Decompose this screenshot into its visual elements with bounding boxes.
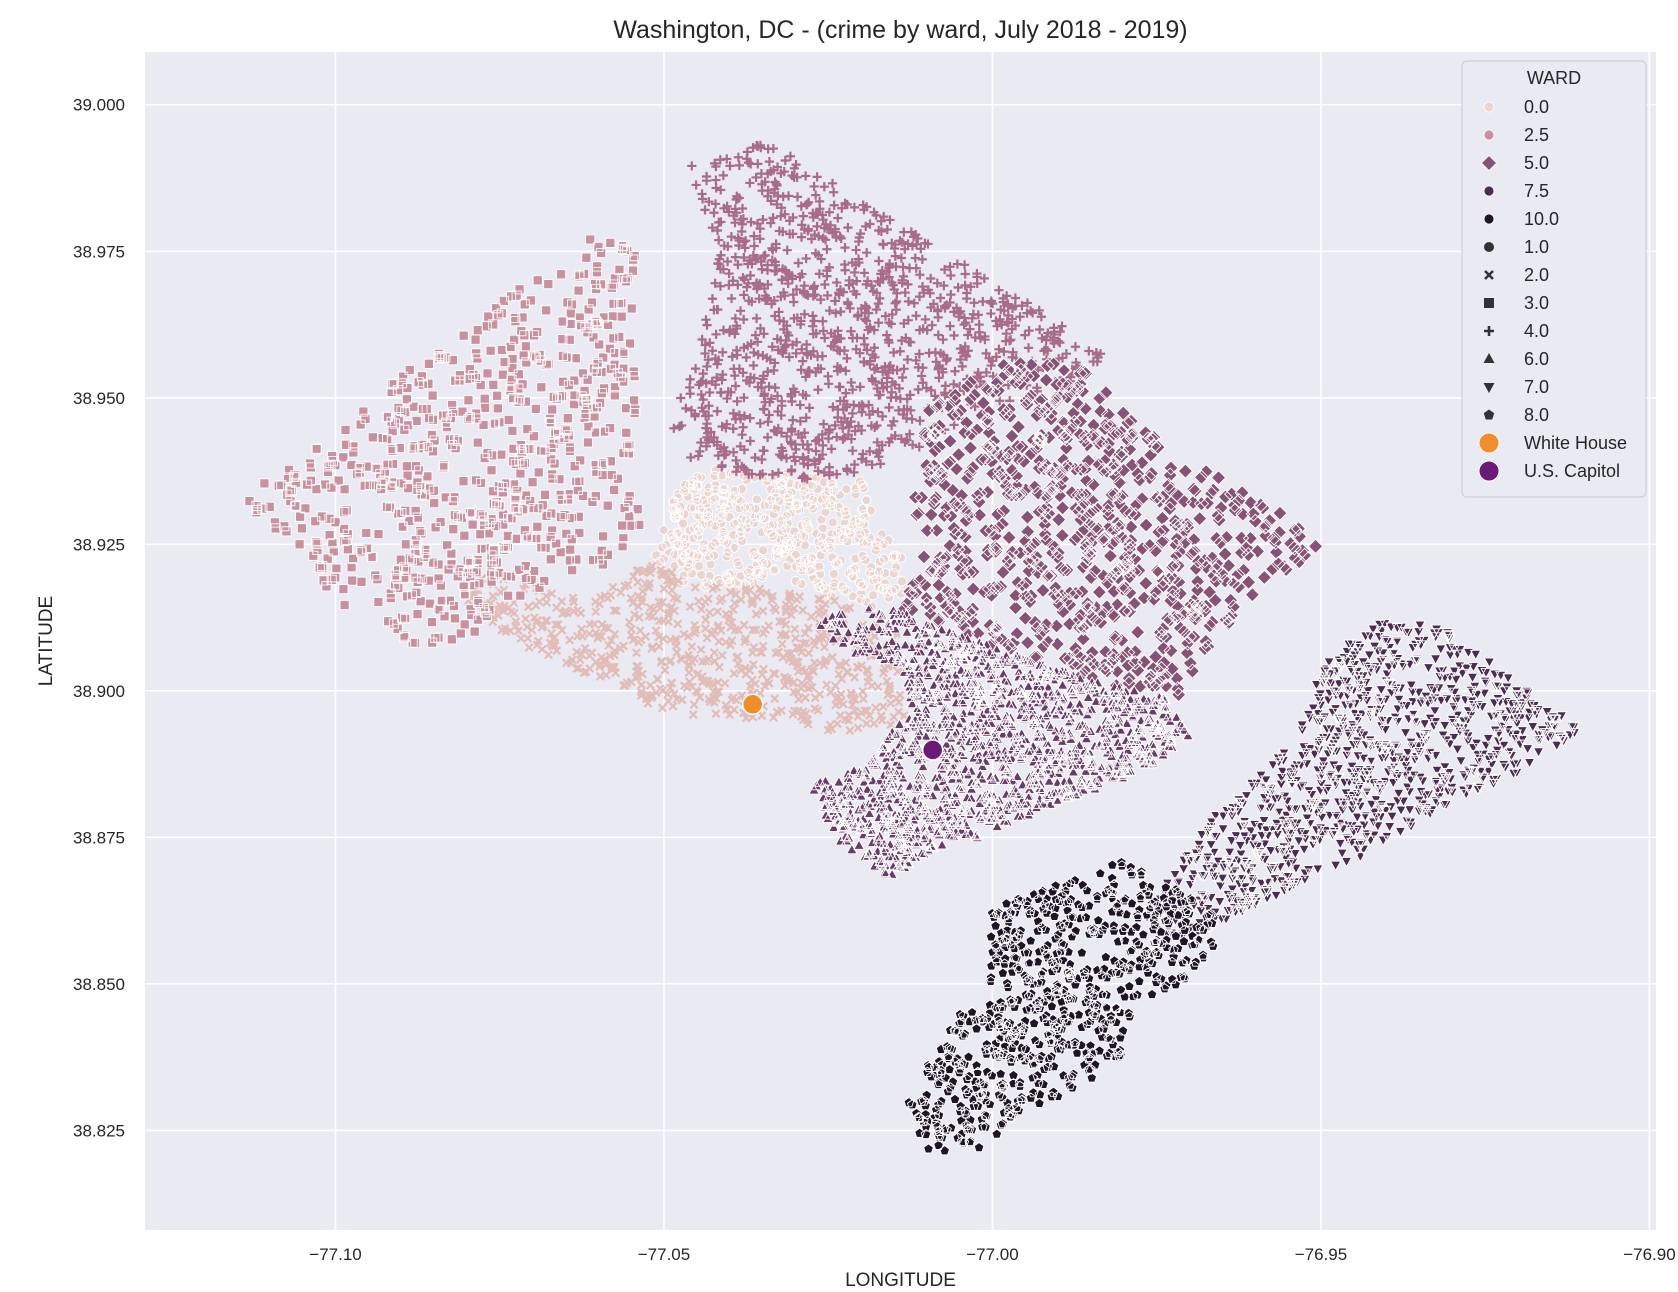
ward-3-markers [244, 234, 645, 648]
data-points [244, 140, 1581, 1156]
legend-label: U.S. Capitol [1524, 461, 1620, 481]
white-house-point [741, 693, 764, 716]
legend-label: White House [1524, 433, 1627, 453]
ward-7-markers [1141, 619, 1581, 942]
ward-4-markers [669, 140, 1106, 484]
y-axis-label: LATITUDE [36, 596, 57, 686]
legend-landmark-swatch [1478, 432, 1500, 454]
legend-hue-swatch [1483, 213, 1495, 225]
tick-labels: −77.10 −77.05 −77.00 −76.95 −76.90 38.825 38.8… [73, 96, 1676, 1264]
ward-6-markers [808, 601, 1194, 879]
x-tick-label: −77.00 [966, 1245, 1018, 1264]
legend-label: 4.0 [1524, 321, 1549, 341]
chart-title: Washington, DC - (crime by ward, July 20… [613, 16, 1187, 44]
legend-hue-swatch [1480, 154, 1498, 172]
legend-label: 10.0 [1524, 209, 1559, 229]
ward-3-points [244, 234, 645, 648]
ward-5-markers [896, 356, 1324, 703]
legend-hue-swatch [1483, 101, 1495, 113]
legend-landmark-swatch [1478, 460, 1500, 482]
y-tick-label: 39.000 [73, 96, 125, 115]
y-tick-label: 38.850 [73, 975, 125, 994]
x-tick-label: −76.90 [1623, 1245, 1675, 1264]
y-tick-label: 38.825 [73, 1121, 125, 1140]
legend-label: 6.0 [1524, 349, 1549, 369]
legend-triangle-up-icon [1483, 353, 1495, 363]
y-tick-label: 38.975 [73, 242, 125, 261]
ward-1-points [651, 465, 907, 612]
legend-x-icon [1484, 270, 1494, 280]
legend-circle-icon [1484, 242, 1494, 252]
legend-label: 2.5 [1524, 125, 1549, 145]
x-tick-label: −76.95 [1295, 1245, 1347, 1264]
legend-label: 7.0 [1524, 377, 1549, 397]
y-tick-label: 38.925 [73, 535, 125, 554]
x-axis-label: LONGITUDE [845, 1270, 956, 1291]
y-tick-label: 38.950 [73, 389, 125, 408]
y-tick-label: 38.900 [73, 682, 125, 701]
x-tick-label: −77.10 [309, 1245, 361, 1264]
legend-box [1461, 60, 1647, 498]
legend-pentagon-icon [1483, 409, 1495, 420]
ward-8-points [903, 856, 1219, 1156]
x-tick-label: −77.05 [638, 1245, 690, 1264]
legend-label: 5.0 [1524, 153, 1549, 173]
legend-square-icon [1484, 298, 1494, 308]
ward-7-points [1141, 619, 1581, 942]
legend-plus-icon [1484, 326, 1494, 336]
ward-1-markers [651, 465, 907, 612]
legend-label: 1.0 [1524, 237, 1549, 257]
legend-label: 3.0 [1524, 293, 1549, 313]
legend-label: 8.0 [1524, 405, 1549, 425]
u-s-capitol-point [921, 739, 944, 761]
ward-6-points [808, 601, 1194, 879]
grid-lines [145, 52, 1656, 1230]
ward-5-points [896, 356, 1324, 703]
legend-triangle-down-icon [1483, 383, 1495, 393]
legend: WARD 0.0 2.5 5.0 7.5 10.0 1.0 2.0 3.0 4.0 6.0 7.0 8… [1461, 60, 1647, 498]
y-tick-label: 38.875 [73, 828, 125, 847]
ward-4-points [669, 140, 1106, 484]
legend-hue-swatch [1483, 185, 1495, 197]
legend-label: 7.5 [1524, 181, 1549, 201]
legend-hue-swatch [1483, 129, 1495, 141]
plot-area [145, 52, 1656, 1230]
ward-8-markers [903, 856, 1219, 1156]
legend-label: 2.0 [1524, 265, 1549, 285]
legend-label: 0.0 [1524, 97, 1549, 117]
legend-title: WARD [1527, 68, 1581, 88]
landmarks [741, 693, 944, 761]
